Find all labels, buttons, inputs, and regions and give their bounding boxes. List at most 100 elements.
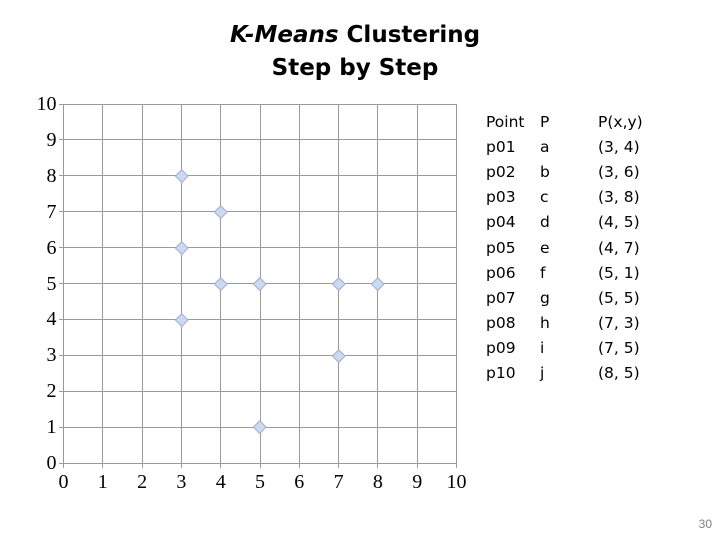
y-axis-tick-label: 4: [46, 308, 57, 331]
table-header-row-cell: P(x,y): [598, 112, 643, 131]
table-row: p06 f (5, 1): [486, 260, 668, 285]
data-point: [174, 169, 189, 183]
gridline-horizontal: [63, 211, 457, 213]
x-axis-tick-label: 2: [137, 471, 148, 493]
table-row-cell: p09: [486, 339, 516, 358]
table-row-cell: (4, 5): [598, 213, 640, 232]
table-row-cell: p02: [486, 162, 516, 181]
table-row: p05 e (4, 7): [486, 235, 668, 260]
x-axis-tick-label: 7: [333, 471, 344, 493]
table-header-row: Point P P(x,y): [486, 109, 668, 134]
y-axis-tick: [58, 462, 64, 464]
x-axis-tick: [416, 463, 418, 468]
y-axis-tick: [58, 354, 64, 356]
gridline-horizontal: [63, 175, 457, 177]
table-row-cell: j: [540, 364, 545, 383]
y-axis-tick: [58, 318, 64, 320]
points-table: Point P P(x,y) p01 a (3, 4) p02 b (3, 6) p03 c (3, …: [486, 109, 668, 386]
data-point: [331, 276, 346, 291]
page-number: 30: [698, 517, 712, 531]
y-axis-tick-label: 7: [46, 200, 57, 223]
x-axis-tick-label: 0: [58, 471, 69, 493]
y-axis-tick-label: 3: [46, 344, 57, 367]
gridline-vertical: [456, 104, 457, 463]
y-axis-tick: [58, 103, 64, 105]
x-axis-tick: [456, 463, 457, 468]
y-axis-tick: [58, 283, 64, 284]
table-row: p10 j (8, 5): [486, 361, 668, 386]
table-row-cell: p10: [486, 364, 516, 383]
table-row-cell: p06: [486, 263, 516, 282]
table-row-cell: h: [540, 314, 550, 333]
y-axis-tick: [58, 211, 64, 213]
y-axis-tick-label: 9: [46, 128, 57, 151]
x-axis-tick: [377, 463, 379, 468]
data-point: [371, 276, 385, 291]
gridline-horizontal: [63, 354, 457, 356]
table-header-row-cell: Point: [486, 112, 525, 131]
y-axis-tick-label: 6: [46, 236, 57, 259]
y-axis-tick-label: 5: [46, 272, 57, 295]
table-row-cell: (8, 5): [598, 364, 640, 383]
table-row: p01 a (3, 4): [486, 134, 668, 159]
table-row: p09 i (7, 5): [486, 336, 668, 361]
table-header-row-cell: P: [540, 112, 550, 131]
table-row-cell: p07: [486, 288, 516, 307]
table-row-cell: (7, 3): [598, 314, 640, 333]
table-row-cell: i: [540, 339, 545, 358]
table-row-cell: p05: [486, 238, 516, 257]
table-row-cell: (5, 1): [598, 263, 640, 282]
table-row-cell: f: [540, 263, 546, 282]
data-point: [253, 276, 267, 291]
title-clustering: Clustering: [338, 22, 481, 48]
y-axis-tick: [58, 426, 64, 428]
y-axis-tick-label: 8: [46, 164, 57, 187]
table-row-cell: (3, 4): [598, 137, 640, 156]
table-row: p02 b (3, 6): [486, 159, 668, 184]
data-point: [331, 348, 346, 363]
table-row: p07 g (5, 5): [486, 285, 668, 310]
x-axis-tick: [63, 463, 64, 468]
x-axis-tick-label: 4: [215, 471, 226, 493]
table-row-cell: (3, 6): [598, 162, 640, 181]
y-axis-tick: [58, 139, 64, 141]
x-axis-tick: [102, 463, 104, 468]
table-row-cell: p01: [486, 137, 516, 156]
table-row-cell: a: [540, 137, 550, 156]
table-row-cell: (4, 7): [598, 238, 640, 257]
gridline-horizontal: [63, 103, 457, 105]
table-row-cell: (7, 5): [598, 339, 640, 358]
data-point: [253, 420, 267, 434]
table-row: p08 h (7, 3): [486, 311, 668, 336]
table-row-cell: c: [540, 188, 549, 207]
slide-title: K-Means Clustering Step by Step: [0, 19, 710, 85]
table-row-cell: p04: [486, 213, 516, 232]
x-axis-tick: [338, 463, 340, 468]
gridline-horizontal: [63, 462, 457, 464]
gridline-horizontal: [63, 139, 457, 141]
y-axis-tick: [58, 390, 64, 392]
table-row-cell: p03: [486, 188, 516, 207]
x-axis-tick-label: 10: [446, 471, 467, 493]
table-row-cell: b: [540, 162, 550, 181]
table-row-cell: e: [540, 238, 550, 257]
x-axis-tick-label: 5: [255, 471, 265, 493]
title-line1: K-Means Clustering: [0, 19, 710, 52]
gridline-horizontal: [63, 318, 457, 320]
table-row-cell: d: [540, 213, 550, 232]
y-axis-tick-label: 2: [46, 380, 57, 403]
x-axis-tick-label: 6: [294, 471, 305, 493]
x-axis-tick: [259, 463, 261, 468]
table-row-cell: p08: [486, 314, 516, 333]
x-axis-tick: [220, 463, 222, 468]
x-axis-tick: [180, 463, 182, 468]
x-axis-tick-label: 1: [97, 471, 108, 493]
data-point: [213, 204, 228, 219]
table-row: p04 d (4, 5): [486, 210, 668, 235]
gridline-horizontal: [63, 390, 457, 392]
y-axis-tick-label: 10: [36, 93, 57, 115]
y-axis-tick: [58, 175, 64, 177]
gridline-horizontal: [63, 247, 457, 249]
